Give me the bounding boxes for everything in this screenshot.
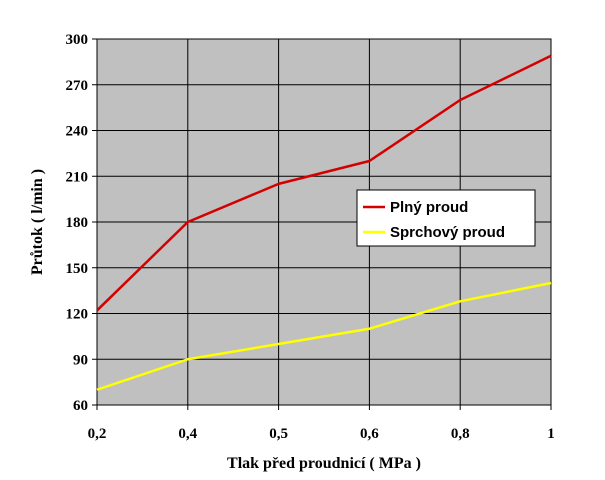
y-tick-label: 210 [66,169,89,185]
y-tick-label: 150 [66,261,89,277]
x-tick-label: 0,6 [360,426,379,442]
y-axis-ticks: 60 90 120 150 180 210 240 270 300 [66,32,97,414]
legend-label-plny-proud: Plný proud [390,199,468,216]
legend-box [356,189,536,247]
y-tick-label: 120 [66,307,89,323]
y-tick-label: 180 [66,215,89,231]
x-tick-label: 0,2 [88,426,107,442]
y-tick-label: 90 [73,352,88,368]
y-axis-title: Průtok ( l/min ) [29,169,46,275]
y-tick-label: 270 [66,78,89,94]
x-axis-ticks: 0,2 0,4 0,5 0,6 0,8 1 [88,405,555,442]
legend: Plný proud Sprchový proud [356,189,536,247]
legend-label-sprchovy-proud: Sprchový proud [390,224,505,241]
y-tick-label: 60 [73,398,88,414]
y-tick-label: 300 [66,32,89,48]
series-line-0 [96,54,552,312]
x-tick-label: 0,5 [269,426,288,442]
x-tick-label: 1 [547,426,555,442]
series-lines [96,54,552,391]
x-tick-label: 0,4 [178,426,197,442]
y-tick-label: 240 [66,124,89,140]
series-line-1 [96,281,552,391]
x-tick-label: 0,8 [451,426,470,442]
x-axis-title: Tlak před proudnicí ( MPa ) [227,455,421,472]
